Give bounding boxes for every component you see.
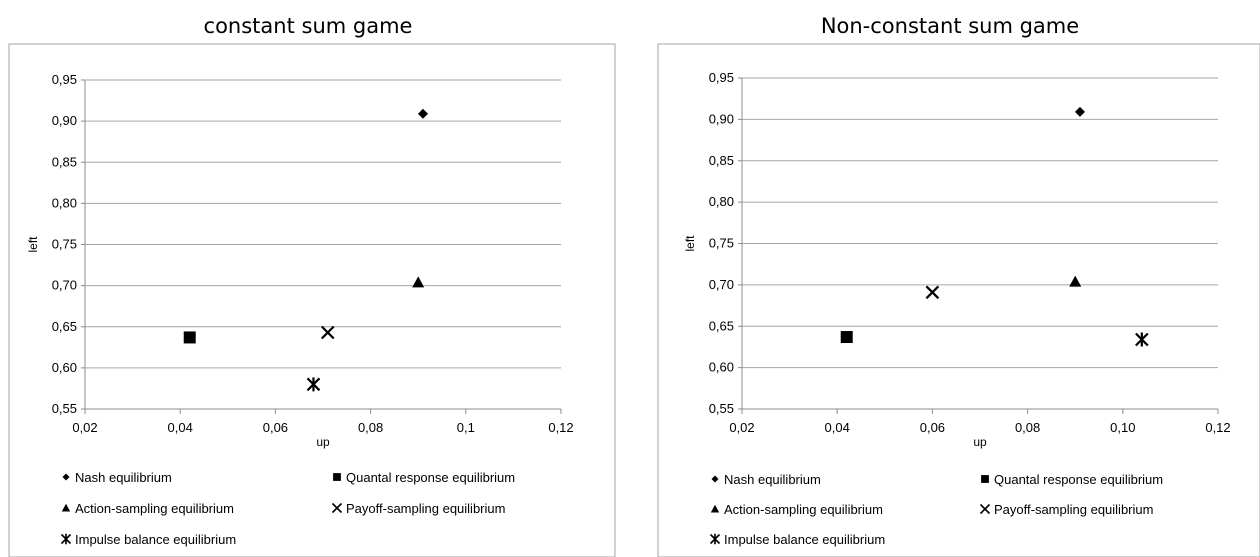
data-point-star xyxy=(1135,332,1149,347)
y-tick-label: 0,95 xyxy=(52,72,77,87)
y-tick-label: 0,75 xyxy=(52,237,77,252)
data-point-diamond xyxy=(1074,106,1085,117)
legend-marker xyxy=(710,504,720,513)
y-tick-label: 0,75 xyxy=(709,236,734,251)
legend-item: Action-sampling equilibrium xyxy=(61,501,234,516)
x-tick-label: 0,10 xyxy=(1110,420,1135,435)
y-tick-label: 0,85 xyxy=(709,153,734,168)
y-tick-label: 0,85 xyxy=(52,154,77,169)
legend-marker xyxy=(333,473,341,481)
legend-marker xyxy=(60,533,72,545)
legend-x-icon xyxy=(331,502,343,514)
y-tick-label: 0,70 xyxy=(52,278,77,293)
data-point-triangle xyxy=(1069,275,1082,287)
x-axis-label: up xyxy=(316,435,330,449)
legend-marker xyxy=(709,533,721,545)
chart-frame xyxy=(657,43,1260,557)
scatter-chart-1: 0,55 0,60 0,65 0,70 0,75 0,80 0,85 0,90 0,95 0,02… xyxy=(8,43,616,557)
legend-square-icon xyxy=(981,475,989,483)
chart-title-non-constant-sum: Non-constant sum game xyxy=(820,14,1080,38)
legend-diamond-icon xyxy=(62,473,70,481)
y-tick-label: 0,70 xyxy=(709,277,734,292)
x-tick-label: 0,12 xyxy=(548,420,573,435)
legend-triangle-icon xyxy=(61,503,71,512)
data-point-square xyxy=(183,331,196,344)
legend-item: Nash equilibrium xyxy=(711,472,821,487)
legend-label: Payoff-sampling equilibrium xyxy=(346,501,505,516)
x-tick-label: 0,08 xyxy=(358,420,383,435)
legend-label: Impulse balance equilibrium xyxy=(724,532,885,547)
chart-title-constant-sum: constant sum game xyxy=(203,14,413,38)
x-tick-label: 0,04 xyxy=(825,420,850,435)
legend-item: Payoff-sampling equilibrium xyxy=(331,501,505,516)
x-tick-label: 0,02 xyxy=(729,420,754,435)
legend-marker xyxy=(331,502,343,514)
legend-marker xyxy=(981,475,989,483)
legend-x-icon xyxy=(979,503,991,515)
scatter-chart-2: 0,55 0,60 0,65 0,70 0,75 0,80 0,85 0,90 0,95 0,02… xyxy=(657,43,1260,557)
data-point-triangle xyxy=(412,276,425,288)
y-tick-label: 0,65 xyxy=(52,319,77,334)
y-tick-label: 0,80 xyxy=(709,194,734,209)
y-tick-label: 0,65 xyxy=(709,318,734,333)
x-tick-label: 0,02 xyxy=(72,420,97,435)
legend-marker xyxy=(61,503,71,512)
y-tick-label: 0,80 xyxy=(52,195,77,210)
legend-item: Payoff-sampling equilibrium xyxy=(979,502,1153,517)
y-tick-label: 0,55 xyxy=(52,401,77,416)
legend-triangle-icon xyxy=(710,504,720,513)
y-tick-label: 0,95 xyxy=(709,70,734,85)
data-point-square xyxy=(840,331,853,344)
legend-label: Action-sampling equilibrium xyxy=(75,501,234,516)
legend-label: Action-sampling equilibrium xyxy=(724,502,883,517)
y-tick-label: 0,90 xyxy=(52,113,77,128)
legend-label: Quantal response equilibrium xyxy=(994,472,1163,487)
y-tick-label: 0,55 xyxy=(709,401,734,416)
y-axis-label: left xyxy=(683,235,697,252)
legend-star-icon xyxy=(709,533,721,545)
x-tick-label: 0,06 xyxy=(920,420,945,435)
legend-star-icon xyxy=(60,533,72,545)
x-axis-label: up xyxy=(973,435,987,449)
x-tick-label: 0,12 xyxy=(1205,420,1230,435)
legend-item: Impulse balance equilibrium xyxy=(60,532,236,547)
y-axis-label: left xyxy=(26,236,40,253)
y-tick-label: 0,90 xyxy=(709,111,734,126)
data-point-diamond xyxy=(417,108,428,119)
legend-item: Quantal response equilibrium xyxy=(981,472,1163,487)
legend-item: Quantal response equilibrium xyxy=(333,470,515,485)
legend-square-icon xyxy=(333,473,341,481)
legend-diamond-icon xyxy=(711,475,719,483)
legend-marker xyxy=(979,503,991,515)
x-tick-label: 0,06 xyxy=(263,420,288,435)
x-tick-label: 0,1 xyxy=(457,420,475,435)
x-tick-label: 0,04 xyxy=(168,420,193,435)
x-tick-label: 0,08 xyxy=(1015,420,1040,435)
chart-frame xyxy=(8,43,616,557)
legend-label: Nash equilibrium xyxy=(75,470,172,485)
legend-label: Quantal response equilibrium xyxy=(346,470,515,485)
y-tick-label: 0,60 xyxy=(709,360,734,375)
data-point-x xyxy=(925,285,940,300)
legend-marker xyxy=(62,473,70,481)
legend-item: Impulse balance equilibrium xyxy=(709,532,885,547)
legend-item: Nash equilibrium xyxy=(62,470,172,485)
legend-label: Impulse balance equilibrium xyxy=(75,532,236,547)
y-tick-label: 0,60 xyxy=(52,360,77,375)
data-point-star xyxy=(306,377,321,392)
legend-label: Payoff-sampling equilibrium xyxy=(994,502,1153,517)
legend-marker xyxy=(711,475,719,483)
legend-label: Nash equilibrium xyxy=(724,472,821,487)
data-point-x xyxy=(320,325,335,340)
legend-item: Action-sampling equilibrium xyxy=(710,502,883,517)
